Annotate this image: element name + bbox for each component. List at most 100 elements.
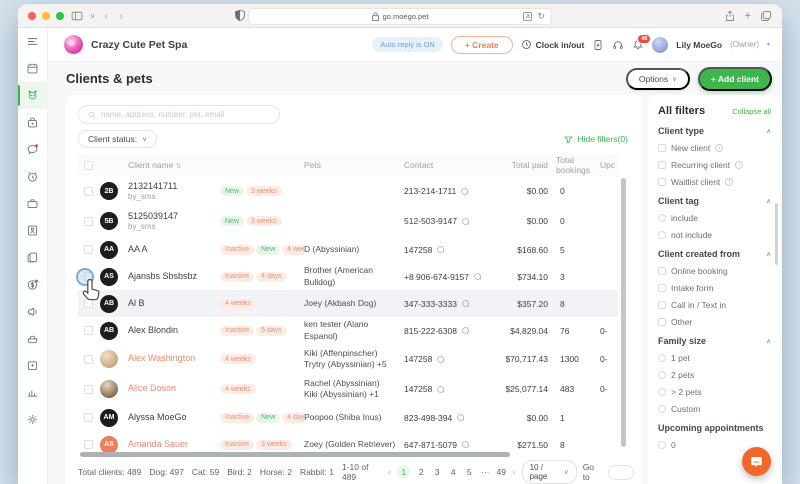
minimize-button[interactable]: [42, 11, 50, 20]
radio-button[interactable]: [658, 371, 666, 379]
translate-icon[interactable]: [523, 11, 533, 21]
message-icon[interactable]: [473, 272, 482, 281]
sidebar-marketing-icon[interactable]: [18, 298, 48, 325]
client-name[interactable]: Alex Blondin: [128, 324, 179, 335]
collapse-all-link[interactable]: Collapse all: [732, 106, 771, 116]
close-button[interactable]: [28, 11, 36, 20]
prev-page-icon[interactable]: ‹: [387, 466, 392, 478]
client-name[interactable]: Alex Washington: [128, 353, 196, 364]
checkbox[interactable]: [658, 284, 666, 292]
filter-option[interactable]: Call in / Text in: [658, 300, 771, 310]
client-name[interactable]: 5125039147: [128, 210, 179, 221]
next-page-icon[interactable]: ›: [512, 466, 516, 478]
radio-button[interactable]: [658, 214, 666, 222]
table-row[interactable]: AS Amanda Sauer Inactive 3 weeks Zoey (Go…: [78, 431, 618, 458]
chat-widget-button[interactable]: [742, 447, 771, 476]
privacy-shield-icon[interactable]: [234, 9, 246, 27]
message-icon[interactable]: [461, 440, 470, 449]
business-logo[interactable]: [64, 35, 83, 54]
table-row-highlighted[interactable]: AB Al B 4 weeks Joey (Akbash Dog) 347-33…: [78, 290, 618, 317]
page-button[interactable]: 3: [434, 467, 440, 477]
client-name[interactable]: 2132141711: [128, 180, 178, 191]
checkbox[interactable]: [658, 267, 666, 275]
forward-button[interactable]: ›: [119, 8, 124, 23]
message-icon[interactable]: [436, 245, 445, 254]
business-name[interactable]: Crazy Cute Pet Spa: [91, 38, 188, 51]
message-icon[interactable]: [461, 326, 470, 335]
per-page-select[interactable]: 10 / page: [521, 460, 577, 484]
address-bar[interactable]: go.moego.pet: [248, 7, 552, 25]
filter-option[interactable]: 0: [658, 440, 771, 450]
radio-button[interactable]: [658, 354, 666, 362]
row-checkbox[interactable]: [84, 186, 93, 196]
panel-scrollbar[interactable]: [775, 203, 778, 265]
notifications-bell-icon[interactable]: 48: [632, 33, 652, 51]
client-status-filter[interactable]: Client status:: [78, 130, 157, 148]
get-app-icon[interactable]: [592, 39, 604, 51]
select-all-checkbox[interactable]: [84, 160, 93, 170]
menu-toggle-icon[interactable]: [18, 28, 48, 55]
checkbox[interactable]: [658, 144, 666, 152]
row-checkbox[interactable]: [84, 440, 93, 449]
client-name[interactable]: Amanda Sauer: [128, 438, 189, 449]
sidebar-toggle-icon[interactable]: [71, 10, 83, 22]
sidebar-calendar-icon[interactable]: [18, 55, 48, 82]
sidebar-reminders-icon[interactable]: [18, 163, 48, 190]
client-name[interactable]: Al B: [128, 297, 145, 308]
message-icon[interactable]: [436, 355, 445, 364]
add-client-button[interactable]: + Add client: [697, 66, 772, 91]
filter-option[interactable]: > 2 pets: [658, 387, 771, 397]
client-name[interactable]: AA A: [128, 243, 148, 254]
filter-option[interactable]: include: [658, 213, 771, 223]
row-checkbox[interactable]: [84, 384, 93, 394]
filter-option[interactable]: 2 pets: [658, 370, 771, 380]
support-headset-icon[interactable]: [612, 39, 624, 51]
filter-option[interactable]: Intake form: [658, 283, 771, 293]
sidebar-payments-icon[interactable]: [18, 271, 48, 298]
page-button[interactable]: 49: [496, 467, 506, 477]
client-name[interactable]: Alyssa MoeGo: [128, 411, 187, 422]
client-name[interactable]: Alice Doson: [128, 383, 177, 394]
info-icon[interactable]: [735, 161, 744, 169]
hide-filters-link[interactable]: Hide filters(0): [564, 134, 628, 144]
sidebar-retail-icon[interactable]: [18, 352, 48, 379]
filter-option[interactable]: not include: [658, 230, 771, 240]
tabs-icon[interactable]: [760, 10, 772, 22]
row-checkbox[interactable]: [84, 299, 93, 308]
auto-reply-badge[interactable]: Auto reply is ON: [372, 37, 443, 52]
reload-icon[interactable]: [537, 11, 545, 22]
filter-option[interactable]: Online booking: [658, 266, 771, 276]
radio-button[interactable]: [658, 388, 666, 396]
row-checkbox[interactable]: [84, 354, 93, 364]
row-checkbox[interactable]: [84, 413, 93, 422]
sidebar-staff-icon[interactable]: [18, 217, 48, 244]
sidebar-settings-icon[interactable]: [18, 406, 48, 433]
sidebar-reports-icon[interactable]: [18, 379, 48, 406]
filter-option[interactable]: Waitlist client: [658, 177, 771, 187]
radio-button[interactable]: [658, 405, 666, 413]
search-input[interactable]: [101, 110, 270, 119]
goto-page-input[interactable]: [607, 464, 634, 480]
tab-overview-caret-icon[interactable]: [90, 12, 95, 20]
table-row[interactable]: 2B 2132141711 by_sms New 3 weeks 213-214-1…: [78, 176, 618, 206]
user-name[interactable]: Lily MoeGo: [676, 39, 723, 50]
table-row[interactable]: 5B 5125039147 by_sms New 3 weeks 512-503-9…: [78, 206, 618, 236]
page-button[interactable]: 2: [418, 467, 424, 477]
radio-button[interactable]: [658, 231, 666, 239]
message-icon[interactable]: [436, 385, 445, 394]
sidebar-appointments-icon[interactable]: [18, 190, 48, 217]
table-row[interactable]: Alex Washington 4 weeks Kiki (Affenpinsc…: [78, 344, 618, 374]
sidebar-grooming-icon[interactable]: [18, 325, 48, 352]
filter-option[interactable]: 1 pet: [658, 353, 771, 363]
checkbox[interactable]: [658, 161, 666, 169]
user-menu-caret-icon[interactable]: [767, 41, 770, 48]
filter-option[interactable]: Custom: [658, 404, 771, 414]
message-icon[interactable]: [461, 217, 470, 226]
checkbox[interactable]: [658, 301, 666, 309]
share-icon[interactable]: [724, 9, 736, 22]
table-row[interactable]: Alice Doson 4 weeks Rachel (Abyssinian) K…: [78, 374, 618, 404]
message-icon[interactable]: [461, 299, 470, 308]
sidebar-clients-icon[interactable]: [18, 82, 48, 109]
